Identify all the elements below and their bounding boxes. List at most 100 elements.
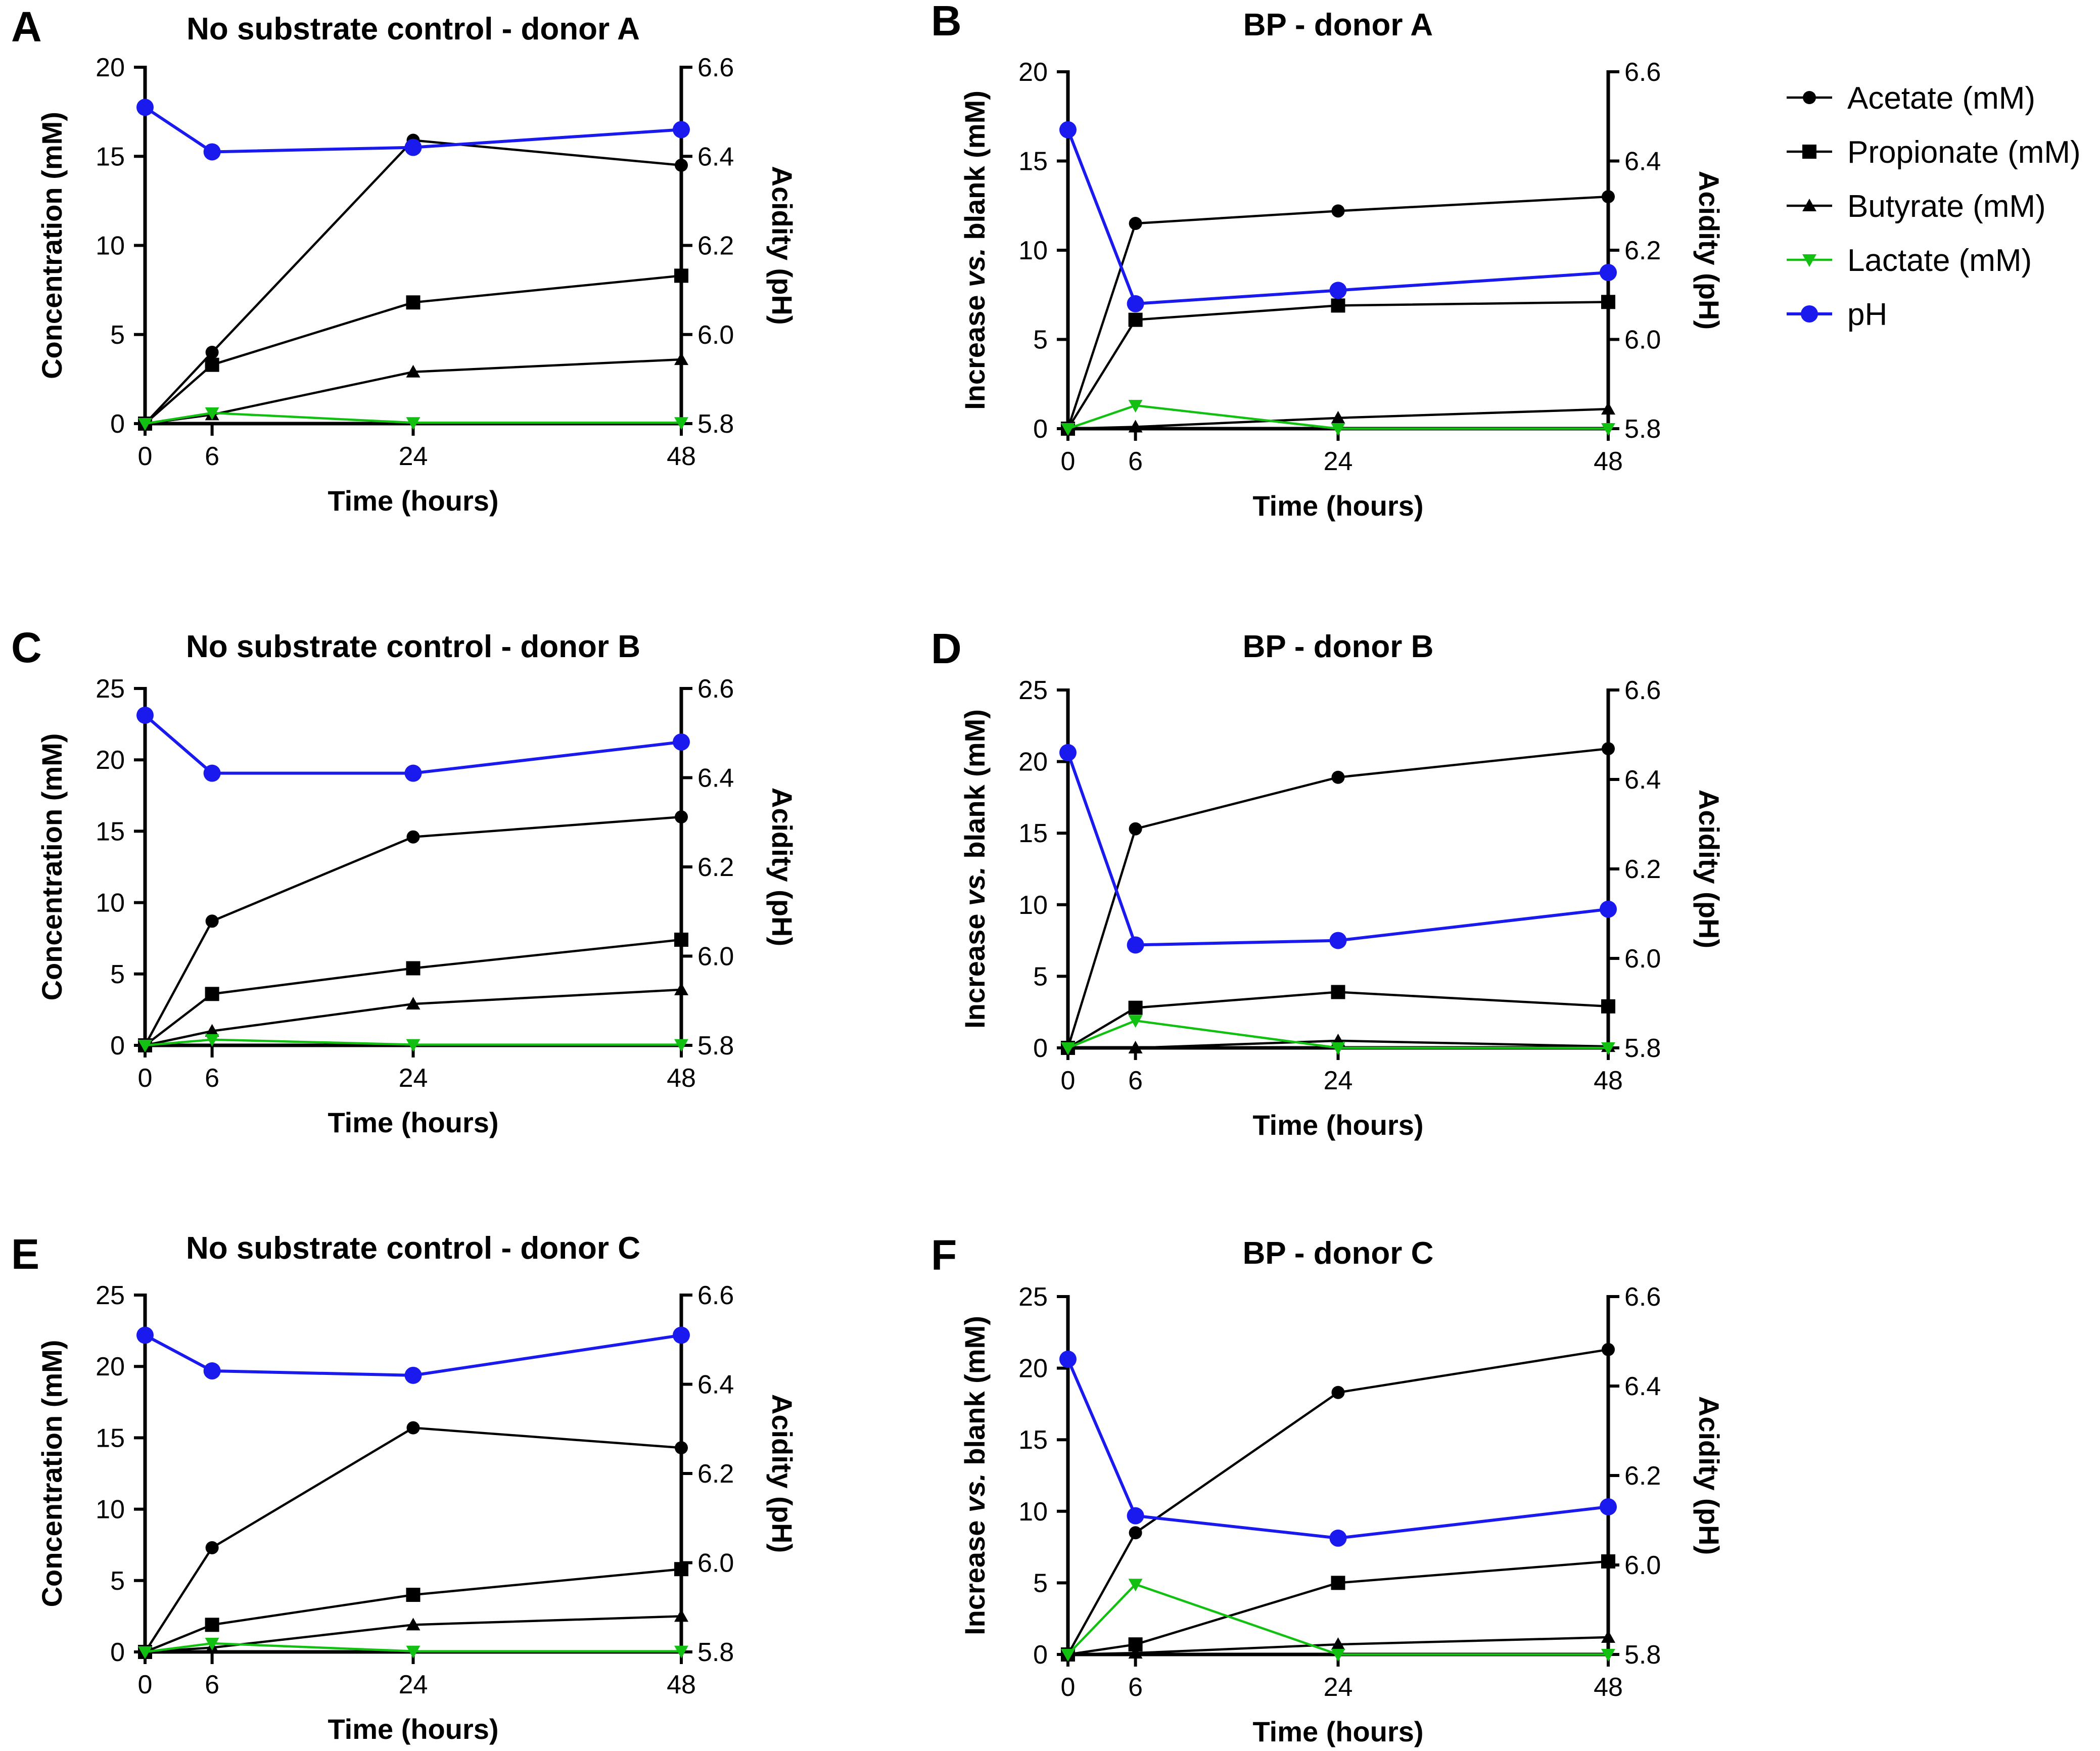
legend-marker <box>1802 199 1816 211</box>
data-point <box>1331 770 1345 784</box>
y2-tick-label: 6.6 <box>697 674 734 704</box>
data-point <box>1331 1649 1345 1662</box>
data-point <box>205 1618 219 1632</box>
series-line <box>145 1642 681 1653</box>
panel-a: A No substrate control - donor A 0 5 10 15 20 5… <box>11 3 798 517</box>
y-tick-label: 5 <box>110 1566 125 1596</box>
legend-label: Acetate (mM) <box>1847 81 2035 116</box>
legend-entry: Butyrate (mM) <box>1787 189 2046 224</box>
data-point <box>406 997 421 1010</box>
series-line <box>1067 1560 1609 1656</box>
y-tick-label: 0 <box>110 1031 125 1061</box>
y2-tick-label: 6.6 <box>1624 1282 1661 1312</box>
y-tick-label: 20 <box>1018 748 1048 777</box>
legend-entry: pH <box>1787 297 1887 332</box>
x-axis-title: Time (hours) <box>328 485 498 517</box>
series-propionate <box>138 1562 688 1659</box>
legend-label: Butyrate (mM) <box>1847 189 2046 224</box>
data-point <box>136 99 154 116</box>
y2-tick-label: 6.2 <box>1624 1461 1661 1491</box>
y2-tick-label: 6.0 <box>1624 1551 1661 1580</box>
x-tick-label: 0 <box>1061 447 1076 476</box>
data-point <box>1127 295 1144 312</box>
data-point <box>674 1039 688 1052</box>
data-point <box>1329 282 1347 299</box>
y-tick-label: 15 <box>96 1423 125 1453</box>
data-point <box>406 1645 421 1658</box>
x-tick-label: 24 <box>1324 447 1353 476</box>
series-line <box>144 1426 682 1653</box>
series-line <box>144 274 682 425</box>
data-point <box>203 1362 221 1380</box>
data-point <box>675 810 688 824</box>
x-tick-label: 6 <box>205 442 219 471</box>
chart-title: BP - donor B <box>1243 629 1434 664</box>
data-point <box>1602 190 1615 204</box>
y2-tick-label: 6.4 <box>697 1370 734 1400</box>
y2-axis-title: Acidity (pH) <box>1693 1396 1725 1555</box>
y-tick-label: 20 <box>96 746 125 775</box>
data-point <box>675 158 688 172</box>
y-tick-label: 15 <box>1018 819 1048 848</box>
data-point <box>1331 1637 1345 1650</box>
y-tick-label: 15 <box>1018 1425 1048 1455</box>
series-line <box>145 411 681 425</box>
series-ph <box>136 706 690 782</box>
data-point <box>674 933 688 947</box>
data-point <box>1128 1041 1143 1053</box>
series-lactate <box>1061 1015 1615 1055</box>
data-point <box>1127 936 1144 954</box>
y2-tick-label: 6.4 <box>1624 1372 1661 1401</box>
x-tick-label: 6 <box>1128 447 1143 476</box>
data-point <box>1601 295 1615 309</box>
data-point <box>1601 1649 1615 1662</box>
series-acetate <box>1061 1343 1615 1661</box>
series-line <box>145 988 682 1047</box>
series-line <box>1067 1348 1609 1655</box>
chart-title: BP - donor C <box>1243 1236 1434 1271</box>
y2-tick-label: 6.4 <box>1624 147 1661 176</box>
data-point <box>1061 1042 1075 1055</box>
data-point <box>1129 822 1142 836</box>
data-point <box>136 706 154 724</box>
data-point <box>406 417 421 430</box>
data-point <box>674 352 688 365</box>
data-point <box>406 364 421 378</box>
y-axis-title: Concentration (mM) <box>36 1340 68 1607</box>
data-point <box>675 1441 688 1455</box>
data-point <box>1128 1015 1143 1028</box>
y2-axis-title: Acidity (pH) <box>1693 171 1725 330</box>
data-point <box>404 139 422 156</box>
y-tick-label: 5 <box>1033 1569 1048 1598</box>
chart-title: No substrate control - donor C <box>186 1231 640 1266</box>
y-tick-label: 10 <box>1018 1497 1048 1527</box>
data-point <box>1331 204 1345 218</box>
y2-tick-label: 6.0 <box>697 320 734 350</box>
data-point <box>1061 423 1075 436</box>
y2-tick-label: 5.8 <box>1624 414 1661 444</box>
y-tick-label: 10 <box>96 1495 125 1525</box>
y2-tick-label: 6.4 <box>697 142 734 171</box>
x-tick-label: 24 <box>399 1064 428 1093</box>
data-point <box>1601 999 1615 1013</box>
data-point <box>406 1039 421 1052</box>
series-line <box>1066 129 1609 306</box>
series-acetate <box>1061 742 1615 1054</box>
x-tick-label: 48 <box>1594 447 1623 476</box>
series-line <box>1066 752 1609 947</box>
y-tick-label: 5 <box>110 320 125 350</box>
data-point <box>674 1562 688 1577</box>
data-point <box>205 357 219 372</box>
data-point <box>1061 1649 1075 1662</box>
y2-tick-label: 5.8 <box>1624 1640 1661 1670</box>
y-tick-label: 25 <box>1018 1282 1048 1312</box>
series-line <box>145 1615 682 1653</box>
chart-title: No substrate control - donor B <box>186 629 640 664</box>
data-point <box>1601 402 1615 415</box>
x-tick-label: 48 <box>667 442 696 471</box>
legend: Acetate (mM) Propionate (mM) Butyrate (mM)… <box>1787 81 2081 332</box>
data-point <box>406 1588 421 1602</box>
data-point <box>1601 1554 1615 1569</box>
y-tick-label: 10 <box>1018 891 1048 920</box>
x-tick-label: 0 <box>1061 1673 1076 1702</box>
